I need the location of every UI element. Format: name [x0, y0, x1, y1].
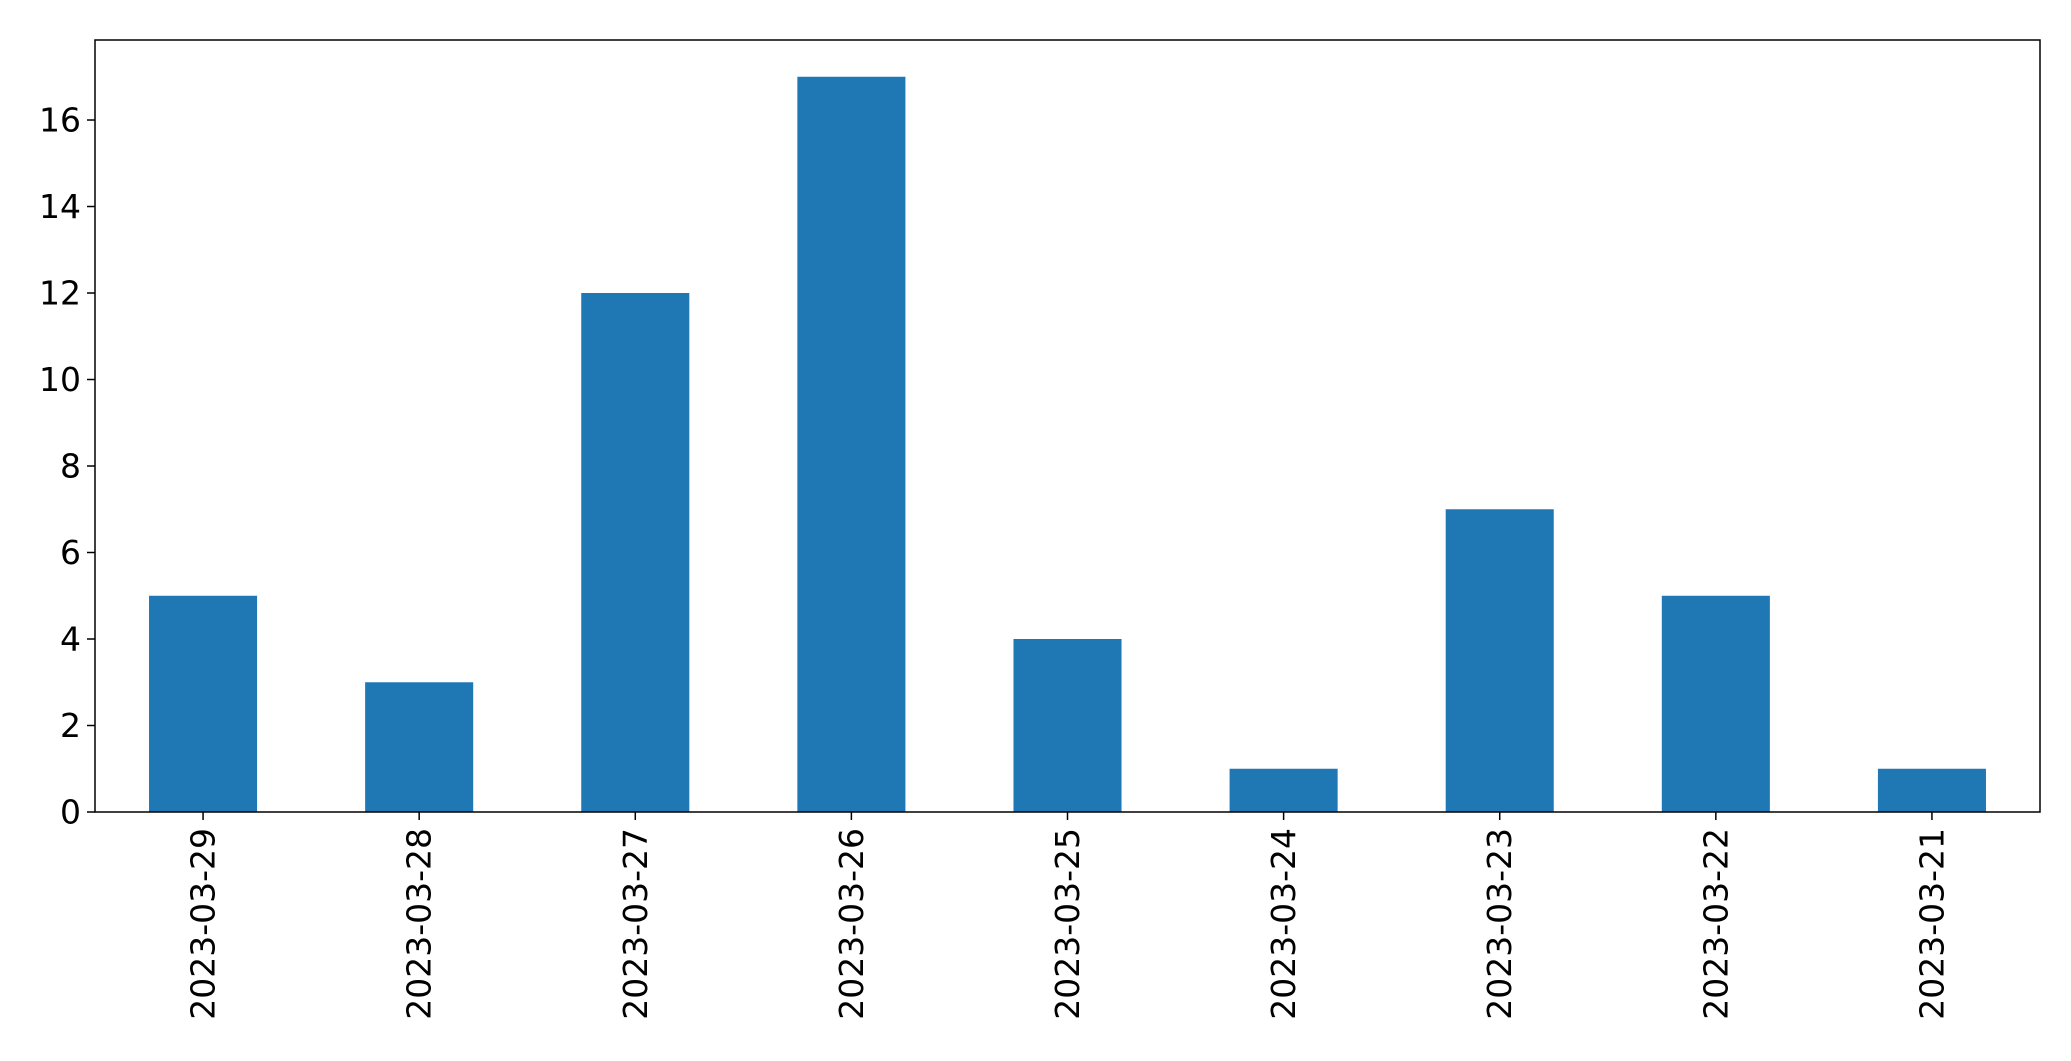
bar-2023-03-26	[797, 76, 906, 812]
bar-2023-03-27	[581, 293, 690, 812]
x-tick-label: 2023-03-25	[1048, 828, 1087, 1020]
bar-2023-03-25	[1013, 639, 1122, 812]
x-tick-label: 2023-03-27	[616, 828, 655, 1020]
bar-2023-03-21	[1877, 768, 1986, 812]
y-tick-label: 0	[60, 793, 81, 832]
y-tick-label: 16	[39, 101, 81, 140]
y-tick-label: 2	[60, 706, 81, 745]
y-tick-label: 6	[60, 533, 81, 572]
bar-2023-03-28	[365, 682, 474, 812]
x-tick-label: 2023-03-22	[1696, 828, 1735, 1020]
x-tick-label: 2023-03-29	[184, 828, 223, 1020]
y-tick-label: 12	[39, 274, 81, 313]
plot-frame	[94, 39, 2041, 813]
x-axis: 2023-03-29 2023-03-28 2023-03-27 2023-03-26…	[184, 812, 1951, 1020]
bar-2023-03-29	[149, 595, 258, 812]
x-tick-label: 2023-03-23	[1480, 828, 1519, 1020]
bar-2023-03-24	[1229, 768, 1338, 812]
y-tick-label: 14	[39, 187, 81, 226]
y-tick-label: 8	[60, 447, 81, 486]
y-axis: 0 2 4 6 8 10 12 14 16	[39, 101, 95, 832]
bars-group	[149, 76, 1986, 812]
x-tick-label: 2023-03-24	[1264, 828, 1303, 1020]
x-tick-label: 2023-03-21	[1912, 828, 1951, 1020]
bar-2023-03-23	[1445, 509, 1554, 812]
x-tick-label: 2023-03-26	[832, 828, 871, 1020]
y-tick-label: 4	[60, 620, 81, 659]
y-tick-label: 10	[39, 360, 81, 399]
x-tick-label: 2023-03-28	[400, 828, 439, 1020]
bar-2023-03-22	[1661, 595, 1770, 812]
